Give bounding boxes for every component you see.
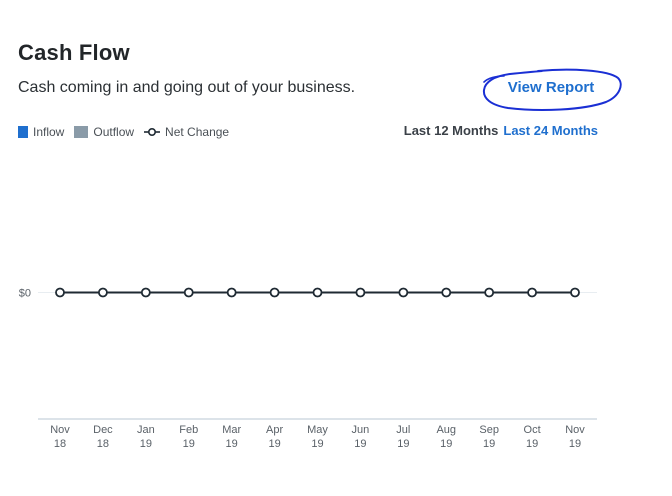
x-tick-label-year: 19 [268,438,280,450]
x-tick-label-year: 19 [226,438,238,450]
x-tick-label-year: 19 [140,438,152,450]
net-change-point[interactable] [398,287,409,298]
legend-label-outflow: Outflow [93,125,135,139]
view-report-label: View Report [507,79,595,96]
net-change-point[interactable] [140,287,151,298]
x-tick-label-year: 19 [183,438,195,450]
x-tick-label-month: Jul [396,424,410,436]
x-tick-label-month: Jan [137,424,155,436]
legend-label-inflow: Inflow [33,125,65,139]
net-change-point[interactable] [484,287,495,298]
net-change-point[interactable] [55,287,65,298]
x-tick-label-year: 19 [569,438,581,450]
x-tick-label-month: Jun [352,424,370,436]
net-change-point[interactable] [355,287,366,298]
y-tick-label: $0 [19,288,31,300]
x-tick-label-month: Nov [50,424,70,436]
x-tick-label-month: Feb [179,424,198,436]
x-tick-label-month: Apr [266,424,283,436]
x-tick-label-month: Sep [479,424,499,436]
net-change-point[interactable] [98,287,108,298]
hand-drawn-circle-annotation [482,68,622,111]
x-tick-label-month: Mar [222,424,241,436]
net-change-point[interactable] [527,287,537,298]
x-tick-label-year: 18 [97,438,109,450]
legend-item-outflow[interactable]: Outflow [74,125,134,139]
net-change-point[interactable] [269,287,280,298]
legend-label-net-change: Net Change [165,125,230,139]
page-title: Cash Flow [18,40,130,65]
net-change-point[interactable] [441,287,452,298]
x-tick-label-month: May [307,424,328,436]
net-change-point[interactable] [226,287,237,298]
x-tick-label-month: Nov [565,424,585,436]
view-report-link[interactable]: View Report [480,68,622,112]
page-subtitle: Cash coming in and going out of your bus… [18,79,356,96]
range-option-last-12-months[interactable]: Last 12 Months [403,123,499,138]
legend-item-inflow[interactable]: Inflow [18,125,64,139]
legend-item-net-change[interactable]: Net Change [144,125,229,139]
net-change-point[interactable] [570,287,580,298]
x-tick-label-month: Aug [436,424,456,436]
x-tick-label-month: Oct [524,424,541,436]
x-tick-label-year: 19 [440,438,452,450]
x-tick-label-year: 19 [354,438,366,450]
outflow-swatch-icon [74,126,89,138]
x-tick-label-year: 19 [397,438,409,450]
x-tick-label-year: 18 [54,438,66,450]
range-toggle: Last 12 Months Last 24 Months [404,123,598,138]
x-tick-label-year: 19 [526,438,538,450]
range-option-last-24-months[interactable]: Last 24 Months [503,123,598,138]
net-change-point[interactable] [183,287,194,298]
net-change-point[interactable] [312,287,323,298]
x-tick-label-year: 19 [483,438,495,450]
chart-legend: Inflow Outflow Net Change [18,124,239,140]
x-tick-label-month: Dec [93,424,113,436]
inflow-swatch-icon [18,126,28,138]
line-circle-marker-icon [144,127,161,137]
x-tick-label-year: 19 [311,438,323,450]
